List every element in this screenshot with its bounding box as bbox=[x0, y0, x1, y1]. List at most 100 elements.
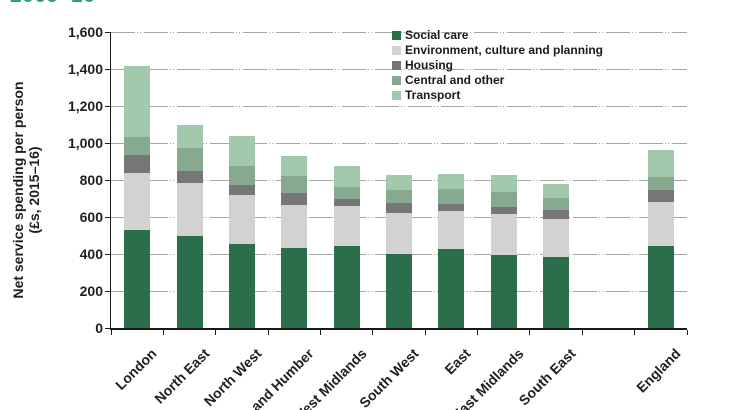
legend-label: Central and other bbox=[405, 73, 505, 87]
legend-label: Housing bbox=[405, 58, 453, 72]
bar-west-midlands bbox=[333, 166, 360, 328]
legend-item: Social care bbox=[392, 28, 603, 43]
bar-segment bbox=[647, 150, 674, 178]
legend-swatch bbox=[392, 76, 401, 85]
bar-north-west bbox=[228, 135, 255, 328]
bar-segment bbox=[281, 176, 308, 193]
x-tick-mark bbox=[477, 329, 479, 335]
bar-segment bbox=[228, 194, 255, 244]
bar-london bbox=[124, 66, 151, 328]
legend-swatch bbox=[392, 31, 401, 40]
bar-segment bbox=[281, 248, 308, 328]
y-axis-title: Net service spending per person (£s, 201… bbox=[10, 42, 42, 338]
legend-label: Environment, culture and planning bbox=[405, 43, 604, 57]
bar-segment bbox=[490, 254, 517, 328]
y-axis-title-line1: Net service spending per person bbox=[10, 81, 26, 299]
y-tick-mark bbox=[104, 105, 110, 107]
legend-label: Transport bbox=[405, 88, 461, 102]
y-tick-label: 1,400 bbox=[67, 61, 103, 77]
legend-label: Social care bbox=[405, 28, 469, 42]
bar-segment bbox=[333, 205, 360, 246]
bar-segment bbox=[176, 182, 203, 236]
bar-segment bbox=[124, 229, 151, 328]
legend: Social care Environment, culture and plan… bbox=[392, 28, 603, 103]
bar-segment bbox=[124, 155, 151, 173]
bar-segment bbox=[438, 210, 465, 250]
legend-item: Transport bbox=[392, 88, 603, 103]
bar-segment bbox=[333, 245, 360, 328]
bar-segment bbox=[438, 189, 465, 205]
bar-segment bbox=[386, 203, 412, 214]
bar-segment bbox=[490, 206, 517, 215]
bar-segment bbox=[647, 177, 674, 191]
bar-segment bbox=[281, 192, 308, 205]
x-tick-mark bbox=[686, 329, 688, 335]
x-tick-mark bbox=[529, 329, 531, 335]
y-tick-mark bbox=[104, 327, 110, 329]
bar-east-midlands bbox=[490, 175, 517, 328]
bar-segment bbox=[228, 135, 255, 167]
y-tick-label: 200 bbox=[79, 283, 103, 299]
y-tick-mark bbox=[104, 253, 110, 255]
x-tick-mark bbox=[110, 329, 112, 335]
y-tick-label: 400 bbox=[79, 246, 103, 262]
bar-yorkshire-and-humber bbox=[281, 155, 308, 328]
legend-swatch bbox=[392, 61, 401, 70]
y-tick-mark bbox=[104, 179, 110, 181]
bar-segment bbox=[176, 235, 203, 328]
bar-segment bbox=[490, 175, 517, 193]
bar-segment bbox=[490, 192, 517, 207]
bar-segment bbox=[228, 166, 255, 185]
bar-segment bbox=[386, 213, 412, 254]
x-tick-mark bbox=[372, 329, 374, 335]
gridline bbox=[111, 142, 687, 144]
bar-segment bbox=[176, 124, 203, 148]
bar-segment bbox=[438, 174, 465, 190]
bar-segment bbox=[228, 243, 255, 328]
y-tick-label: 1,000 bbox=[67, 135, 103, 151]
bar-segment bbox=[490, 214, 517, 255]
bar-segment bbox=[281, 155, 308, 177]
x-tick-mark bbox=[267, 329, 269, 335]
bar-east bbox=[438, 174, 465, 328]
bar-north-east bbox=[176, 124, 203, 328]
y-axis-line bbox=[109, 32, 111, 330]
legend-swatch bbox=[392, 46, 401, 55]
x-axis-line bbox=[109, 328, 687, 330]
y-tick-mark bbox=[104, 31, 110, 33]
bar-segment bbox=[647, 190, 674, 203]
bar-segment bbox=[543, 209, 570, 219]
bar-segment bbox=[386, 190, 412, 204]
bar-segment bbox=[124, 172, 151, 230]
x-tick-mark bbox=[162, 329, 164, 335]
bar-segment bbox=[438, 204, 465, 211]
x-tick-mark bbox=[581, 329, 583, 335]
bar-segment bbox=[281, 204, 308, 249]
chart-title-text: 2009–16 bbox=[10, 0, 150, 7]
bar-segment bbox=[543, 218, 570, 257]
x-tick-mark bbox=[424, 329, 426, 335]
bar-segment bbox=[438, 249, 465, 328]
bar-segment bbox=[647, 202, 674, 246]
bar-segment bbox=[386, 175, 412, 191]
x-tick-mark bbox=[634, 329, 636, 335]
x-tick-mark bbox=[319, 329, 321, 335]
y-tick-label: 800 bbox=[79, 172, 103, 188]
bar-segment bbox=[333, 187, 360, 199]
gridline bbox=[111, 105, 687, 107]
bar-south-west bbox=[386, 175, 412, 328]
y-tick-mark bbox=[104, 142, 110, 144]
bar-england bbox=[647, 150, 674, 328]
bar-segment bbox=[333, 166, 360, 188]
legend-item: Central and other bbox=[392, 73, 603, 88]
y-tick-label: 1,600 bbox=[67, 24, 103, 40]
bar-segment bbox=[228, 184, 255, 195]
bar-segment bbox=[176, 147, 203, 171]
bar-south-east bbox=[543, 183, 570, 328]
x-tick-mark bbox=[215, 329, 217, 335]
bar-segment bbox=[543, 183, 570, 198]
x-category-label: London bbox=[112, 345, 160, 393]
bar-segment bbox=[647, 245, 674, 328]
y-tick-mark bbox=[104, 290, 110, 292]
